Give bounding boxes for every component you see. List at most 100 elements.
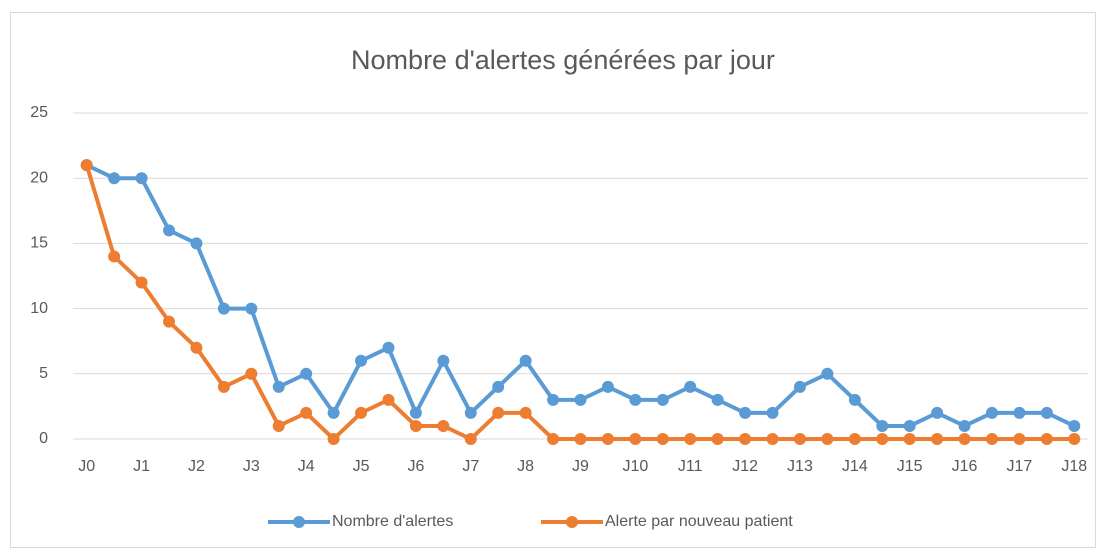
point bbox=[190, 237, 203, 250]
point bbox=[574, 433, 587, 445]
point bbox=[437, 354, 450, 367]
x-tick-label: J8 bbox=[517, 458, 534, 475]
x-tick-label: J18 bbox=[1061, 458, 1087, 475]
point bbox=[355, 406, 368, 419]
point bbox=[272, 419, 285, 432]
y-tick-label: 25 bbox=[30, 104, 48, 121]
point bbox=[245, 367, 258, 380]
point bbox=[382, 341, 395, 354]
point bbox=[163, 315, 176, 328]
point bbox=[1040, 433, 1053, 445]
point bbox=[985, 433, 998, 445]
point bbox=[985, 406, 998, 419]
point bbox=[1068, 433, 1081, 445]
x-tick-label: J6 bbox=[407, 458, 424, 475]
x-tick-label: J4 bbox=[298, 458, 315, 475]
x-tick-label: J17 bbox=[1007, 458, 1033, 475]
x-tick-label: J16 bbox=[952, 458, 978, 475]
point bbox=[245, 302, 258, 315]
point bbox=[711, 433, 724, 445]
legend-label: Alerte par nouveau patient bbox=[605, 513, 793, 530]
point bbox=[437, 419, 450, 432]
point bbox=[903, 433, 916, 445]
point bbox=[848, 393, 861, 406]
x-tick-label: J9 bbox=[572, 458, 589, 475]
point bbox=[272, 380, 285, 393]
x-tick-label: J13 bbox=[787, 458, 813, 475]
point bbox=[766, 406, 779, 419]
point bbox=[739, 433, 752, 445]
legend-marker bbox=[566, 516, 578, 528]
legend-marker bbox=[293, 516, 305, 528]
point bbox=[821, 433, 834, 445]
point bbox=[629, 393, 642, 406]
x-tick-label: J12 bbox=[732, 458, 758, 475]
x-tick-label: J5 bbox=[353, 458, 370, 475]
x-tick-label: J2 bbox=[188, 458, 205, 475]
point bbox=[793, 380, 806, 393]
point bbox=[300, 406, 313, 419]
point bbox=[629, 433, 642, 445]
point bbox=[958, 419, 971, 432]
point bbox=[1040, 406, 1053, 419]
point bbox=[80, 159, 93, 172]
point bbox=[409, 406, 422, 419]
chart-title: Nombre d'alertes générées par jour bbox=[351, 45, 775, 75]
point bbox=[327, 406, 340, 419]
x-tick-label: J11 bbox=[678, 458, 703, 475]
x-tick-label: J14 bbox=[842, 458, 868, 475]
point bbox=[108, 250, 121, 263]
point bbox=[958, 433, 971, 445]
point bbox=[547, 393, 560, 406]
point bbox=[903, 419, 916, 432]
point bbox=[519, 406, 532, 419]
y-tick-label: 15 bbox=[30, 235, 48, 252]
point bbox=[355, 354, 368, 367]
point bbox=[1013, 433, 1026, 445]
point bbox=[931, 406, 944, 419]
point bbox=[876, 433, 889, 445]
point bbox=[656, 433, 669, 445]
chart-frame bbox=[10, 12, 1096, 548]
point bbox=[601, 433, 614, 445]
y-tick-label: 5 bbox=[39, 365, 48, 382]
point bbox=[492, 406, 505, 419]
point bbox=[519, 354, 532, 367]
point bbox=[464, 406, 477, 419]
point bbox=[547, 433, 560, 445]
point bbox=[163, 224, 176, 237]
point bbox=[656, 393, 669, 406]
point bbox=[300, 367, 313, 380]
point bbox=[382, 393, 395, 406]
point bbox=[1013, 406, 1026, 419]
point bbox=[409, 419, 422, 432]
x-tick-label: J10 bbox=[622, 458, 648, 475]
point bbox=[135, 172, 148, 185]
point bbox=[601, 380, 614, 393]
point bbox=[739, 406, 752, 419]
point bbox=[327, 433, 340, 445]
point bbox=[931, 433, 944, 445]
y-tick-label: 20 bbox=[30, 169, 48, 186]
point bbox=[464, 433, 477, 445]
x-tick-label: J0 bbox=[78, 458, 95, 475]
point bbox=[217, 302, 230, 315]
y-tick-label: 0 bbox=[39, 430, 48, 447]
point bbox=[684, 380, 697, 393]
x-tick-label: J1 bbox=[133, 458, 150, 475]
point bbox=[876, 419, 889, 432]
point bbox=[217, 380, 230, 393]
point bbox=[135, 276, 148, 289]
point bbox=[492, 380, 505, 393]
point bbox=[793, 433, 806, 445]
x-tick-label: J7 bbox=[462, 458, 479, 475]
legend-label: Nombre d'alertes bbox=[332, 513, 453, 530]
point bbox=[848, 433, 861, 445]
point bbox=[108, 172, 121, 185]
x-tick-label: J3 bbox=[243, 458, 260, 475]
point bbox=[190, 341, 203, 354]
y-tick-label: 10 bbox=[30, 300, 48, 317]
x-tick-label: J15 bbox=[897, 458, 923, 475]
point bbox=[684, 433, 697, 445]
